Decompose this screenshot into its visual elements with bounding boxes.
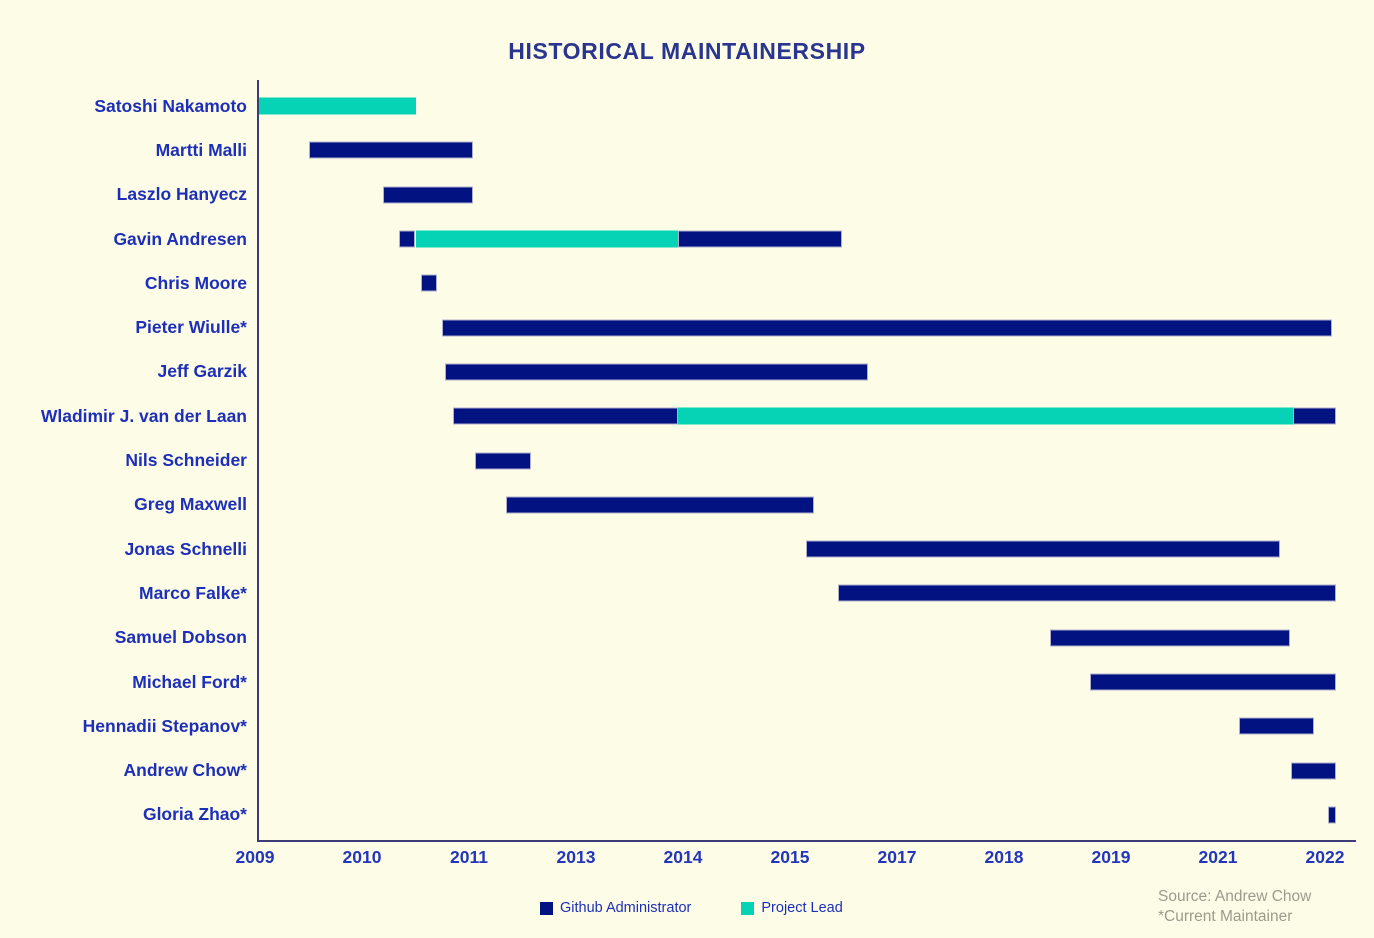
x-tick-2014: 2014 (663, 847, 703, 867)
x-axis-tick-labels: 2009 2010 2011 2013 2014 2015 2017 2018 2019 2021… (236, 847, 1354, 871)
bar-github-administrator (506, 496, 815, 514)
legend-label-project-lead: Project Lead (761, 900, 843, 916)
row-label: Satoshi Nakamoto (94, 95, 247, 116)
row-label: Michael Ford* (132, 671, 247, 692)
bar-github-administrator (383, 186, 474, 204)
x-tick-2022: 2022 (1305, 847, 1345, 867)
gantt-row-track (258, 749, 1354, 793)
row-label: Jonas Schnelli (124, 538, 247, 559)
chart-title: HISTORICAL MAINTAINERSHIP (508, 38, 866, 64)
bar-github-administrator (1328, 806, 1336, 824)
bar-project-lead (415, 230, 678, 248)
gantt-row-track (258, 173, 1354, 217)
source-note: Source: Andrew Chow *Current Maintainer (1158, 887, 1311, 928)
bar-github-administrator (452, 407, 678, 425)
x-tick-2018: 2018 (984, 847, 1024, 867)
row-label: Chris Moore (144, 272, 247, 293)
x-tick-2017: 2017 (877, 847, 917, 867)
x-tick-2013: 2013 (556, 847, 596, 867)
bar-github-administrator (1290, 762, 1336, 780)
x-tick-2009: 2009 (235, 847, 275, 867)
gantt-row-track (258, 217, 1354, 261)
row-label: Nils Schneider (125, 450, 247, 471)
project-lead-swatch (741, 901, 755, 915)
gantt-row-track (258, 306, 1354, 350)
x-tick-2015: 2015 (770, 847, 810, 867)
row-label: Hennadii Stepanov* (82, 715, 247, 736)
bar-github-administrator (308, 141, 474, 159)
legend: Github Administrator Project Lead (540, 900, 843, 916)
row-label: Andrew Chow* (123, 760, 247, 781)
row-label: Laszlo Hanyecz (116, 184, 247, 205)
bar-github-administrator (399, 230, 416, 248)
gantt-row-track (258, 128, 1354, 172)
gantt-row-track (258, 527, 1354, 571)
gantt-row-track (258, 438, 1354, 482)
x-tick-2019: 2019 (1091, 847, 1131, 867)
source-line: Source: Andrew Chow (1158, 888, 1312, 905)
gantt-row-track (258, 84, 1354, 128)
y-axis-line (257, 80, 259, 842)
bar-github-administrator (838, 584, 1336, 602)
legend-item-project-lead: Project Lead (741, 900, 843, 916)
bar-github-administrator (1239, 717, 1315, 735)
plot-area (258, 84, 1354, 837)
x-tick-2010: 2010 (342, 847, 382, 867)
gantt-row-track (258, 394, 1354, 438)
legend-label-github-administrator: Github Administrator (560, 900, 692, 916)
row-label: Greg Maxwell (134, 494, 247, 515)
gantt-row-track (258, 616, 1354, 660)
bar-github-administrator (1292, 407, 1336, 425)
row-label: Samuel Dobson (114, 627, 247, 648)
legend-item-github-administrator: Github Administrator (540, 900, 691, 916)
gantt-row-track (258, 660, 1354, 704)
x-axis-line (257, 840, 1356, 842)
bar-github-administrator (806, 540, 1281, 558)
row-label: Gavin Andresen (113, 228, 247, 249)
gantt-row-track (258, 793, 1354, 837)
gantt-row-track (258, 483, 1354, 527)
row-label: Wladimir J. van der Laan (40, 405, 247, 426)
gantt-row-track (258, 261, 1354, 305)
row-label: Marco Falke* (139, 582, 247, 603)
gantt-row-track (258, 704, 1354, 748)
bar-github-administrator (677, 230, 842, 248)
row-label: Martti Malli (155, 139, 247, 160)
bar-github-administrator (442, 319, 1333, 337)
x-tick-2011: 2011 (450, 847, 488, 867)
bar-github-administrator (420, 274, 437, 292)
row-label: Gloria Zhao* (142, 804, 247, 825)
row-labels-column: Satoshi Nakamoto Martti Malli Laszlo Hanye… (0, 84, 247, 837)
bar-github-administrator (445, 363, 868, 381)
bar-github-administrator (1089, 673, 1336, 691)
x-tick-2021: 2021 (1198, 847, 1238, 867)
bar-github-administrator (475, 452, 531, 470)
gantt-row-track (258, 571, 1354, 615)
github-administrator-swatch (540, 901, 553, 915)
row-label: Jeff Garzik (157, 361, 247, 382)
bar-project-lead (258, 97, 416, 115)
bar-github-administrator (1050, 629, 1290, 647)
row-label: Pieter Wiulle* (135, 317, 247, 338)
current-maintainer-note: *Current Maintainer (1158, 908, 1293, 926)
gantt-row-track (258, 350, 1354, 394)
bar-project-lead (677, 407, 1293, 425)
